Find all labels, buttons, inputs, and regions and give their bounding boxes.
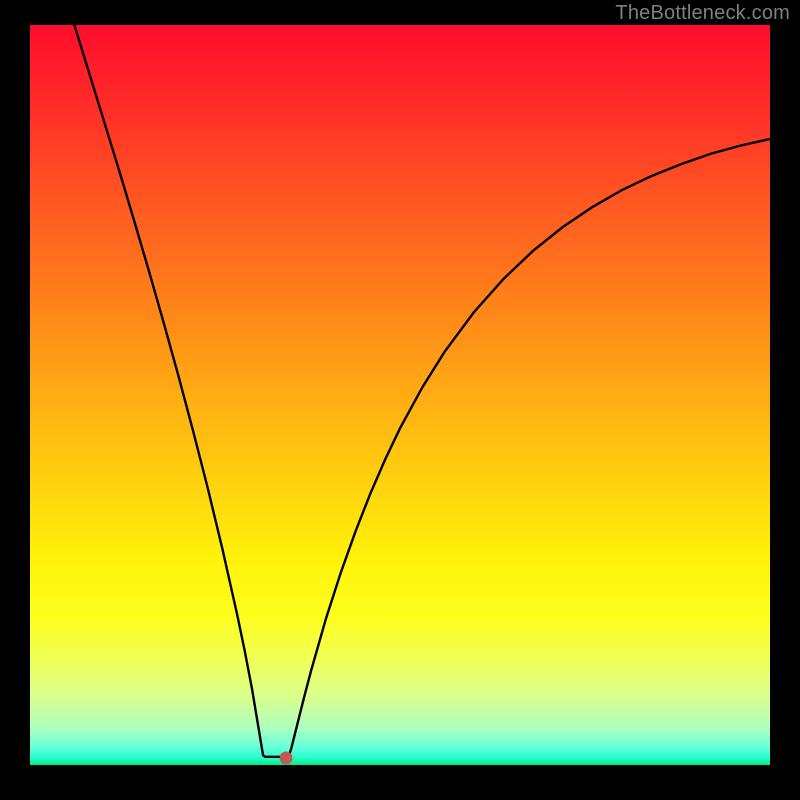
minimum-marker-dot: [280, 752, 293, 765]
bottleneck-curve: [30, 25, 770, 765]
chart-frame: [30, 25, 770, 765]
watermark-text: TheBottleneck.com: [615, 2, 790, 25]
plot-area: [30, 25, 770, 765]
